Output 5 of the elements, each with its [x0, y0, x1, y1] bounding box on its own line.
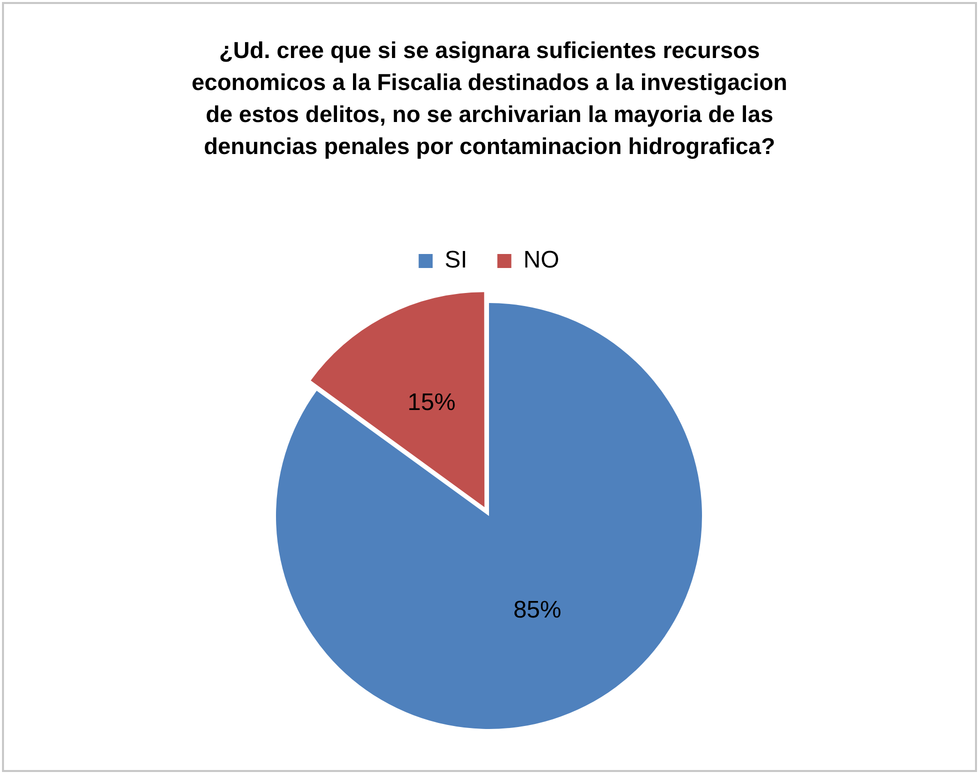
legend-label: SI	[444, 246, 468, 274]
data-label: 85%	[513, 596, 562, 624]
legend-label: NO	[523, 246, 560, 274]
chart-title: ¿Ud. cree que si se asignara suficientes recursos economicos a la Fiscalia destinados a la investigacion de estos delitos, no se archivarian la mayoria de las denuncias penales por contaminacion hidrografica?	[190, 36, 788, 161]
data-label: 15%	[408, 388, 456, 416]
